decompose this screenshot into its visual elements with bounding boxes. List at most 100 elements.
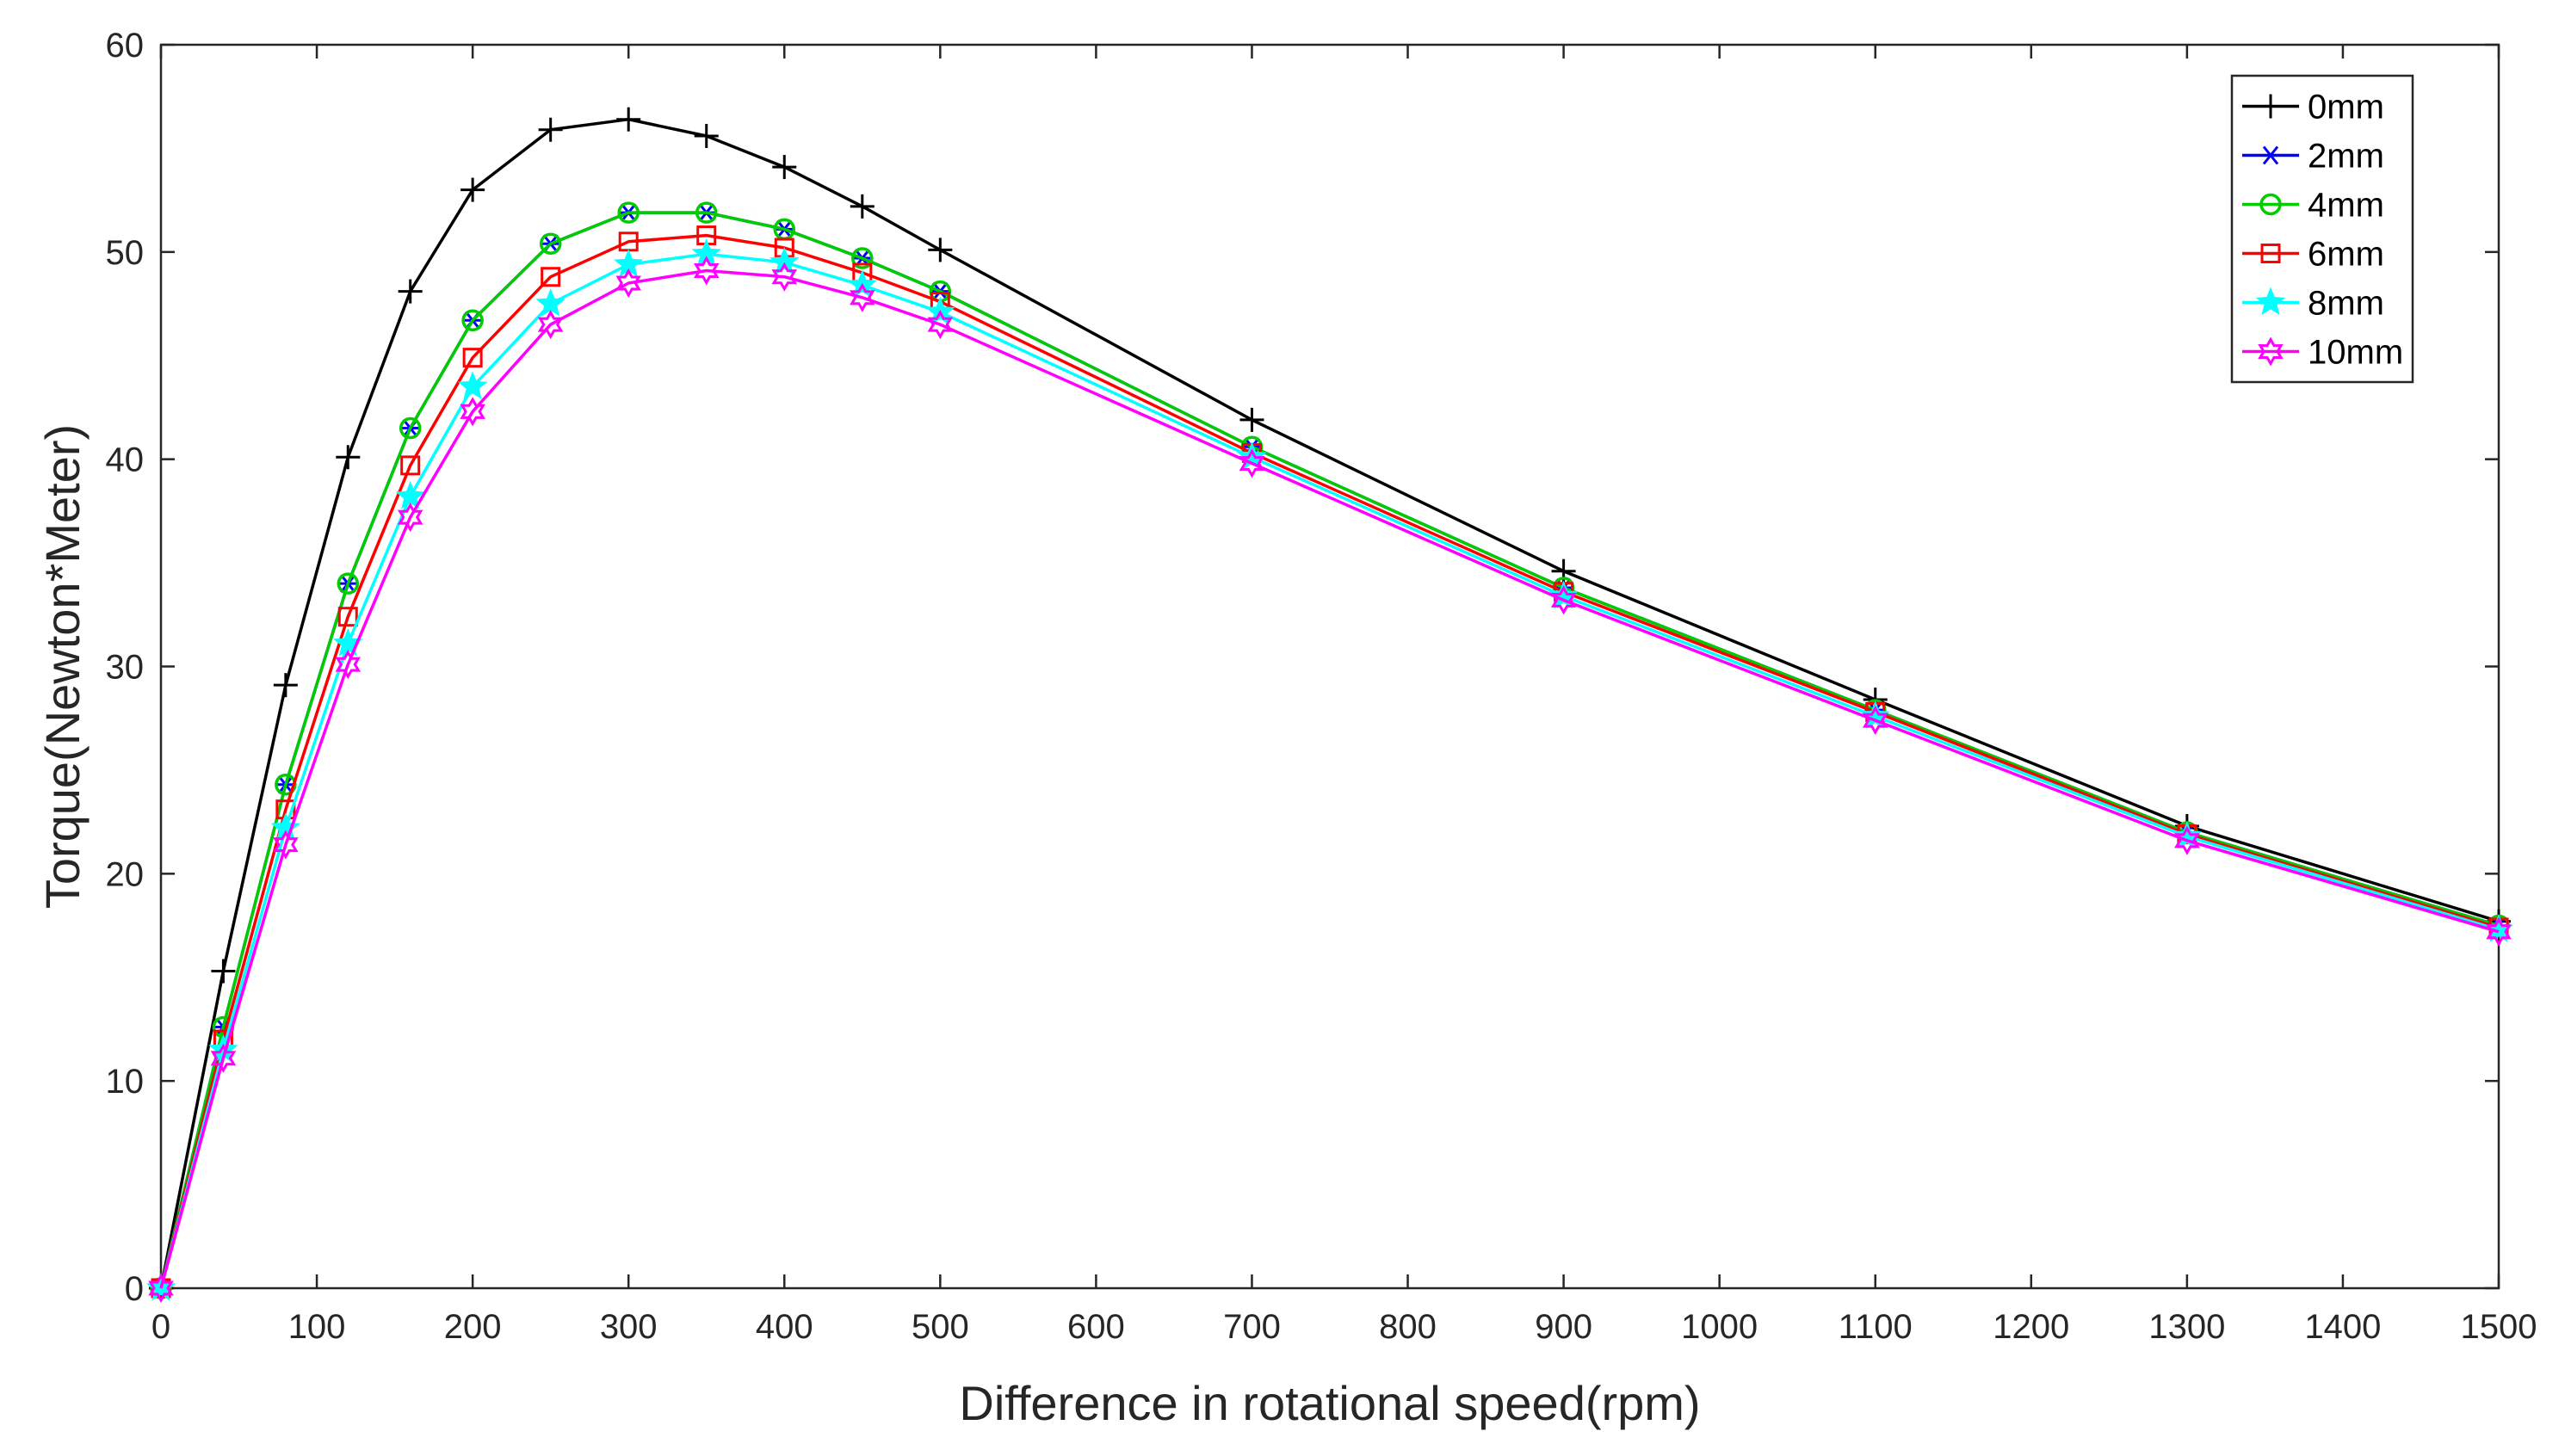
legend-item: 10mm <box>2242 334 2403 372</box>
square-marker <box>400 455 421 476</box>
legend-item: 4mm <box>2242 187 2384 225</box>
x-tick-label: 1300 <box>2148 1308 2225 1346</box>
plot-frame <box>159 43 2500 1290</box>
pentagram-marker <box>2172 820 2203 849</box>
hexagram-marker <box>927 310 954 340</box>
y-tick-label: 20 <box>106 855 145 893</box>
x-tick-label: 1200 <box>1993 1308 2069 1346</box>
hexagram-marker <box>693 256 720 286</box>
legend: 0mm 2mm 4mm 6mm 8mm 10mm <box>2230 74 2414 384</box>
circle-marker <box>617 201 640 224</box>
legend-item: 6mm <box>2242 236 2384 274</box>
hexagram-marker <box>771 262 798 292</box>
x-tick-label: 1400 <box>2304 1308 2381 1346</box>
pentagram-marker <box>395 480 425 509</box>
x-axis-title: Difference in rotational speed(rpm) <box>959 1376 1700 1430</box>
x-tick-label: 1500 <box>2461 1308 2537 1346</box>
pentagram-marker <box>770 246 800 275</box>
hexagram-marker <box>850 282 875 312</box>
circle-marker <box>399 416 422 440</box>
legend-box <box>2230 74 2414 384</box>
x-tick-label: 400 <box>756 1308 813 1346</box>
series-10mm <box>148 256 2512 1304</box>
circle-marker <box>539 232 562 255</box>
plus-marker <box>538 117 563 142</box>
series-8mm <box>145 238 2514 1301</box>
legend-label: 0mm <box>2308 89 2384 126</box>
x-tick-label: 600 <box>1067 1308 1125 1346</box>
series-4mm <box>150 201 2510 1299</box>
plus-marker <box>2259 94 2283 119</box>
plus-marker <box>772 155 797 180</box>
x-tick-label: 1100 <box>1839 1308 1913 1346</box>
x-tick-label: 800 <box>1379 1308 1437 1346</box>
legend-label: 2mm <box>2308 138 2384 176</box>
y-tick-label: 10 <box>106 1063 145 1101</box>
legend-label: 4mm <box>2308 187 2384 225</box>
data-series <box>145 107 2514 1304</box>
series-line-10mm <box>159 268 2500 1289</box>
hexagram-marker <box>335 650 362 680</box>
x-tick-label: 900 <box>1535 1308 1592 1346</box>
hexagram-marker <box>2258 336 2284 367</box>
plus-marker <box>616 107 641 132</box>
y-tick-label: 50 <box>106 234 145 272</box>
plus-marker <box>1239 407 1264 432</box>
pentagram-marker <box>2255 287 2286 316</box>
y-tick-label: 60 <box>106 27 145 65</box>
hexagram-marker <box>2174 825 2200 855</box>
plus-marker <box>336 445 361 470</box>
y-tick-label: 0 <box>125 1270 144 1308</box>
x-tick-label: 0 <box>151 1308 170 1346</box>
circle-marker <box>851 247 874 269</box>
x-tick-label: 500 <box>912 1308 969 1346</box>
plus-marker <box>850 194 875 219</box>
hexagram-marker <box>148 1273 174 1304</box>
legend-label: 8mm <box>2308 285 2384 323</box>
series-line-6mm <box>159 233 2500 1289</box>
hexagram-marker <box>615 268 641 299</box>
plus-marker <box>211 959 236 984</box>
circle-marker <box>461 309 484 332</box>
plus-marker <box>273 673 298 698</box>
legend-label: 6mm <box>2308 236 2384 274</box>
x-tick-label: 1000 <box>1681 1308 1758 1346</box>
square-marker <box>462 348 483 368</box>
hexagram-marker <box>460 397 485 427</box>
legend-label: 10mm <box>2308 334 2403 372</box>
hexagram-marker <box>1862 706 1888 736</box>
hexagram-marker <box>1550 585 1577 615</box>
legend-item: 2mm <box>2242 138 2384 176</box>
square-marker <box>2260 244 2281 263</box>
y-tick-label: 30 <box>106 649 145 687</box>
plus-marker <box>398 279 423 304</box>
hexagram-marker <box>273 830 299 860</box>
pentagram-marker <box>1860 700 1890 729</box>
circle-marker <box>2259 193 2282 216</box>
y-axis-title: Torque(Newton*Meter) <box>35 424 90 909</box>
square-marker <box>337 607 358 627</box>
plus-marker <box>460 177 485 202</box>
plus-marker <box>694 123 719 148</box>
asterisk-marker-stroke <box>2262 145 2279 165</box>
y-tick-label: 40 <box>106 441 145 479</box>
square-marker <box>541 267 561 287</box>
pentagram-marker <box>1548 580 1579 609</box>
hexagram-marker <box>537 310 564 340</box>
hexagram-marker <box>1239 448 1265 478</box>
axes: 0 100 200 300 400 500 600 700 800 900 1000 1100 1200… <box>106 27 2537 1346</box>
x-tick-label: 100 <box>288 1308 346 1346</box>
hexagram-marker <box>210 1043 237 1073</box>
legend-item: 8mm <box>2242 285 2384 323</box>
pentagram-marker <box>457 371 488 399</box>
x-tick-label: 300 <box>600 1308 658 1346</box>
circle-marker <box>695 201 718 224</box>
circle-marker <box>337 572 360 595</box>
hexagram-marker <box>397 503 423 533</box>
asterisk-marker <box>2260 145 2281 165</box>
plus-marker <box>928 238 953 262</box>
x-tick-label: 700 <box>1223 1308 1281 1346</box>
legend-item: 0mm <box>2242 89 2384 126</box>
